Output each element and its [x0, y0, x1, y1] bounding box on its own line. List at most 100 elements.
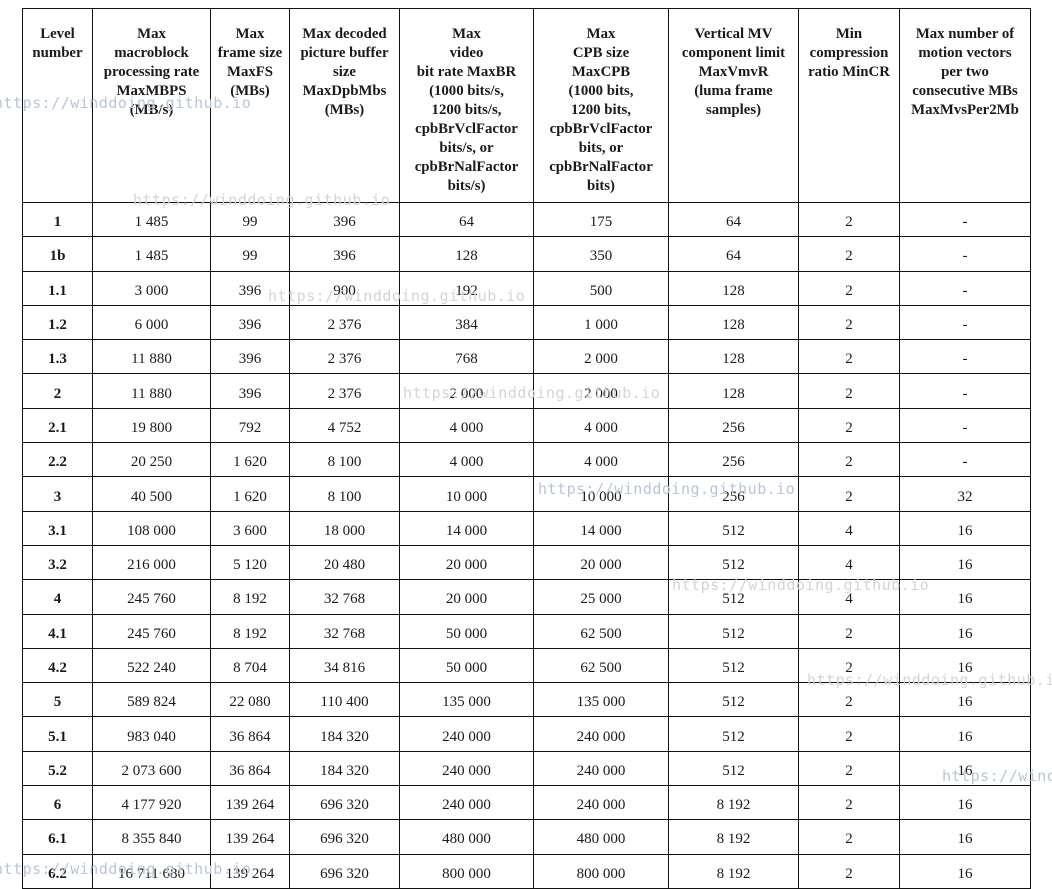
- level-number-cell: 6.2: [22, 853, 93, 889]
- value-cell: 2: [798, 442, 900, 478]
- value-cell: 10 000: [399, 476, 534, 512]
- value-cell: 2: [798, 476, 900, 512]
- value-cell: 16: [899, 510, 1031, 546]
- level-number-cell: 1.3: [22, 339, 93, 375]
- value-cell: 512: [668, 544, 799, 581]
- value-cell: 135 000: [533, 682, 669, 718]
- level-number-cell: 2.2: [22, 442, 93, 478]
- value-cell: 8 192: [210, 579, 290, 615]
- value-cell: 2: [798, 201, 900, 238]
- table-row: 6.2 16 711 680 139 264 696 320 800 000 800 00…: [22, 853, 1031, 889]
- value-cell: 8 192: [668, 785, 799, 821]
- value-cell: 10 000: [533, 476, 669, 512]
- value-cell: 34 816: [289, 647, 400, 684]
- value-cell: -: [899, 339, 1031, 375]
- value-cell: 25 000: [533, 579, 669, 615]
- value-cell: 128: [668, 339, 799, 375]
- value-cell: 2 073 600: [92, 750, 211, 787]
- value-cell: 20 480: [289, 544, 400, 581]
- value-cell: 500: [533, 270, 669, 306]
- value-cell: 4: [798, 510, 900, 546]
- level-number-cell: 1: [22, 201, 93, 238]
- value-cell: 512: [668, 579, 799, 615]
- value-cell: 240 000: [533, 750, 669, 787]
- value-cell: 62 500: [533, 647, 669, 684]
- table-row: 2 11 880 396 2 376 2 000 2 000 128 2-: [22, 373, 1031, 409]
- value-cell: 8 192: [668, 819, 799, 855]
- value-cell: 16 711 680: [92, 853, 211, 889]
- table-row: 2.2 20 250 1 620 8 100 4 000 4 000 256 2-: [22, 442, 1031, 478]
- value-cell: 40 500: [92, 476, 211, 512]
- value-cell: 32 768: [289, 613, 400, 649]
- value-cell: -: [899, 373, 1031, 409]
- value-cell: 396: [289, 236, 400, 272]
- value-cell: 1 620: [210, 442, 290, 478]
- value-cell: 135 000: [399, 682, 534, 718]
- value-cell: 2: [798, 819, 900, 855]
- value-cell: 2: [798, 785, 900, 821]
- value-cell: 16: [899, 819, 1031, 855]
- table-row: 1.1 3 000 396 900 192 500 128 2-: [22, 270, 1031, 306]
- value-cell: 512: [668, 750, 799, 787]
- value-cell: 139 264: [210, 853, 290, 889]
- value-cell: 16: [899, 750, 1031, 787]
- value-cell: 396: [210, 339, 290, 375]
- table-row: 3 40 500 1 620 8 100 10 000 10 000 256 2 32: [22, 476, 1031, 512]
- table-row: 4.1 245 760 8 192 32 768 50 000 62 500 512 2 16: [22, 613, 1031, 649]
- value-cell: 2: [798, 373, 900, 409]
- value-cell: 240 000: [399, 785, 534, 821]
- value-cell: 512: [668, 682, 799, 718]
- value-cell: 22 080: [210, 682, 290, 718]
- level-number-cell: 2: [22, 373, 93, 409]
- value-cell: 8 192: [668, 853, 799, 889]
- value-cell: 245 760: [92, 579, 211, 615]
- value-cell: 16: [899, 785, 1031, 821]
- value-cell: 2: [798, 647, 900, 684]
- value-cell: 32: [899, 476, 1031, 512]
- value-cell: 589 824: [92, 682, 211, 718]
- value-cell: 245 760: [92, 613, 211, 649]
- value-cell: 20 000: [399, 544, 534, 581]
- value-cell: 8 100: [289, 476, 400, 512]
- value-cell: 2: [798, 613, 900, 649]
- value-cell: 99: [210, 201, 290, 238]
- header-max-mbps: Max macroblock processing rate MaxMBPS (…: [92, 8, 211, 203]
- header-min-cr: Min compression ratio MinCR: [798, 8, 900, 203]
- value-cell: 128: [668, 270, 799, 306]
- value-cell: 8 192: [210, 613, 290, 649]
- value-cell: 384: [399, 304, 534, 341]
- value-cell: 175: [533, 201, 669, 238]
- value-cell: 6 000: [92, 304, 211, 341]
- value-cell: 2: [798, 236, 900, 272]
- level-number-cell: 2.1: [22, 407, 93, 444]
- header-level-number: Level number: [22, 8, 93, 203]
- header-max-fs: Max frame size MaxFS (MBs): [210, 8, 290, 203]
- value-cell: 800 000: [399, 853, 534, 889]
- value-cell: 11 880: [92, 339, 211, 375]
- value-cell: 256: [668, 476, 799, 512]
- level-number-cell: 4.2: [22, 647, 93, 684]
- avc-levels-table: Level number Max macroblock processing r…: [22, 8, 1031, 889]
- value-cell: 396: [289, 201, 400, 238]
- value-cell: 4 177 920: [92, 785, 211, 821]
- value-cell: 139 264: [210, 785, 290, 821]
- value-cell: 16: [899, 613, 1031, 649]
- value-cell: 522 240: [92, 647, 211, 684]
- value-cell: 216 000: [92, 544, 211, 581]
- value-cell: 4 000: [533, 407, 669, 444]
- table-row: 4 245 760 8 192 32 768 20 000 25 000 512 4 16: [22, 579, 1031, 615]
- table-row: 6.1 8 355 840 139 264 696 320 480 000 480 000…: [22, 819, 1031, 855]
- table-row: 3.2 216 000 5 120 20 480 20 000 20 000 512 4 16: [22, 544, 1031, 581]
- value-cell: 696 320: [289, 819, 400, 855]
- value-cell: 696 320: [289, 853, 400, 889]
- value-cell: 2 000: [533, 373, 669, 409]
- value-cell: 4: [798, 544, 900, 581]
- level-number-cell: 4: [22, 579, 93, 615]
- table-row: 1.3 11 880 396 2 376 768 2 000 128 2-: [22, 339, 1031, 375]
- value-cell: 4 752: [289, 407, 400, 444]
- value-cell: 32 768: [289, 579, 400, 615]
- value-cell: 396: [210, 304, 290, 341]
- level-number-cell: 3: [22, 476, 93, 512]
- value-cell: 108 000: [92, 510, 211, 546]
- value-cell: 512: [668, 716, 799, 752]
